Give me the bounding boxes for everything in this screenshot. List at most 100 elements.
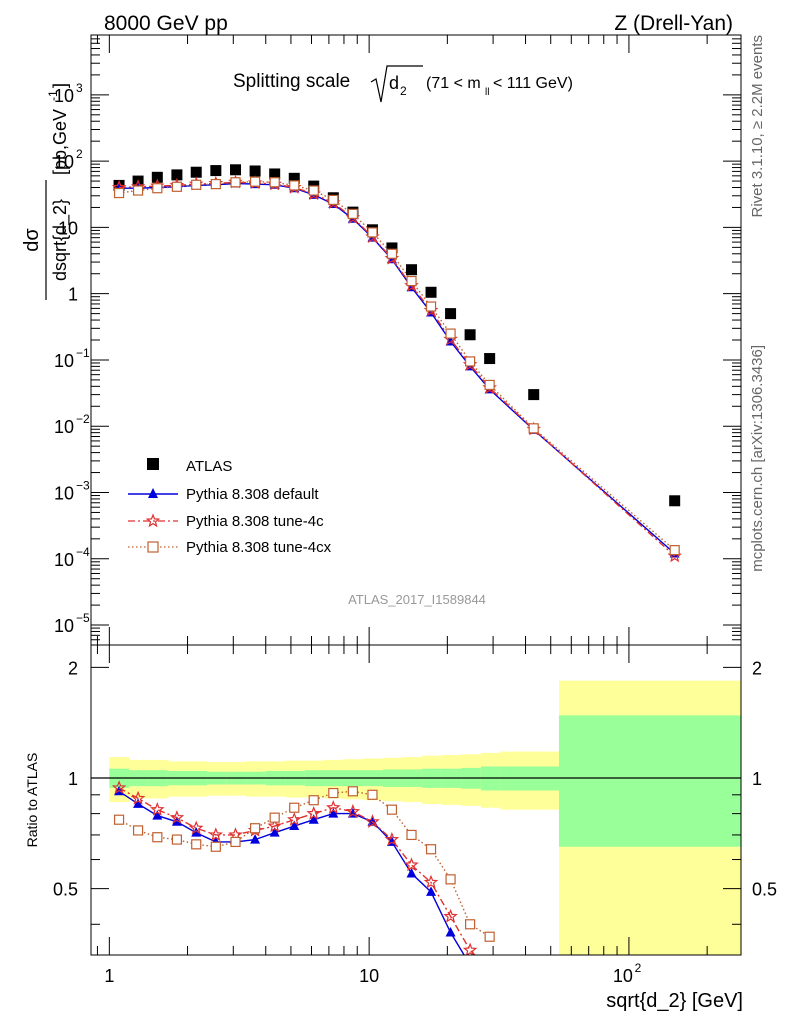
- data-point-atlas: [230, 164, 242, 176]
- series-marker-3: [347, 208, 359, 219]
- ratio-marker-2: [169, 810, 185, 824]
- ratio-marker-3: [152, 832, 163, 843]
- uncertainty-band-inner: [558, 715, 741, 847]
- ratio-marker-2: [150, 802, 165, 816]
- ratio-marker-3: [367, 789, 378, 800]
- ylabel-unit-exp: -1: [46, 90, 60, 101]
- series-marker-3: [250, 176, 261, 187]
- data-point-atlas: [445, 308, 457, 320]
- series-marker-3: [445, 328, 456, 339]
- series-marker-3: [528, 423, 539, 434]
- ratio-marker-1: [289, 820, 300, 831]
- ratio-y-tick-label-left: 0.5: [53, 880, 78, 900]
- series-marker-3: [308, 185, 319, 196]
- ratio-marker-3: [406, 829, 417, 841]
- rivet-version-label: Rivet 3.1.10, ≥ 2.2M events: [749, 35, 766, 218]
- ratio-x-axis: 1 10 10 2: [96, 645, 708, 986]
- ratio-marker-3: [132, 825, 144, 836]
- process-label: Z (Drell-Yan): [614, 12, 733, 35]
- x-tick-label: 10: [359, 966, 379, 986]
- data-point-atlas: [484, 353, 496, 365]
- ratio-marker-2: [111, 780, 127, 795]
- ratio-marker-1: [328, 808, 339, 818]
- ratio-marker-2: [365, 814, 380, 829]
- x-tick-label-exp: 2: [635, 961, 642, 975]
- series-marker-3: [191, 179, 202, 190]
- y-tick-label-base: 10: [54, 351, 74, 371]
- legend: ATLAS Pythia 8.308 default Pythia 8.308 …: [128, 458, 332, 556]
- y-tick-label-exp: 2: [76, 147, 83, 161]
- data-point-atlas: [249, 165, 261, 177]
- title-text: Splitting scale: [233, 71, 350, 92]
- series-marker-3: [484, 379, 495, 391]
- series-line-1: [119, 182, 676, 555]
- main-y-axis-title: dσ dsqrt{d_2} [pb,GeV -1 ]: [21, 83, 71, 300]
- ratio-marker-2: [384, 831, 400, 846]
- data-point-atlas: [406, 264, 418, 276]
- data-point-atlas: [464, 329, 476, 341]
- series-marker-3: [386, 248, 398, 259]
- data-point-atlas: [151, 171, 163, 183]
- ratio-marker-1: [269, 827, 280, 837]
- title-mass-range-a: (71 < m: [426, 75, 481, 92]
- y-tick-label-base: 10: [54, 152, 74, 172]
- ratio-marker-3: [386, 804, 398, 815]
- y-tick-label-base: 10: [54, 550, 74, 570]
- y-tick-label-exp: −4: [76, 545, 90, 559]
- ratio-marker-3: [171, 834, 183, 845]
- series-marker-3: [465, 356, 476, 367]
- data-point-atlas: [669, 495, 681, 507]
- legend-label-tune4c: Pythia 8.308 tune-4c: [186, 513, 324, 530]
- legend-label-tune4cx: Pythia 8.308 tune-4cx: [186, 539, 332, 556]
- ratio-marker-2: [443, 908, 458, 923]
- ratio-y-axis: 0.5 0.5 1 1 2 2: [53, 658, 777, 925]
- main-plot-area: [111, 164, 682, 563]
- mcplots-label: mcplots.cern.ch [arXiv:1306.3436]: [749, 345, 766, 572]
- ratio-y-axis-title: Ratio to ATLAS: [24, 753, 40, 848]
- data-point-atlas: [425, 286, 437, 298]
- title-d-subscript: 2: [400, 84, 407, 98]
- ratio-y-tick-label-left: 2: [68, 658, 78, 678]
- ratio-marker-2: [326, 800, 341, 814]
- ratio-marker-1: [406, 867, 417, 878]
- series-marker-3: [171, 181, 183, 192]
- ratio-marker-2: [345, 803, 361, 818]
- ratio-marker-3: [484, 931, 495, 942]
- data-point-atlas: [190, 166, 202, 178]
- ratio-marker-3: [289, 802, 300, 813]
- y-tick-label: 10: [58, 218, 78, 238]
- y-tick-label-exp: −3: [76, 479, 90, 493]
- series-marker-3: [132, 185, 144, 196]
- series-marker-3: [152, 183, 163, 194]
- data-point-atlas: [171, 169, 183, 181]
- y-tick-label-base: 10: [54, 86, 74, 106]
- ratio-marker-1: [250, 834, 261, 844]
- series-line-2: [119, 181, 676, 557]
- x-axis-title: sqrt{d_2} [GeV]: [606, 990, 743, 1012]
- ratio-marker-1: [485, 976, 495, 986]
- y-tick-label-exp: −2: [76, 412, 90, 426]
- y-tick-label-exp: −1: [76, 346, 90, 360]
- ratio-marker-3: [191, 839, 202, 850]
- title-mass-range-b: < 111 GeV): [493, 75, 573, 92]
- ratio-marker-2: [306, 805, 321, 820]
- ratio-marker-2: [267, 818, 282, 833]
- series-marker-3: [328, 194, 339, 205]
- series-marker-3: [269, 177, 280, 188]
- ratio-marker-3: [465, 919, 476, 930]
- series-marker-3: [406, 275, 417, 287]
- ratio-marker-1: [171, 816, 182, 826]
- data-point-atlas: [528, 389, 540, 401]
- y-tick-label-base: 10: [54, 616, 74, 636]
- y-tick-label-base: 10: [54, 484, 74, 504]
- data-point-atlas: [288, 172, 300, 184]
- ratio-line-2: [118, 787, 476, 955]
- series-marker-3: [210, 179, 221, 190]
- ratio-marker-1: [445, 926, 456, 937]
- ratio-line-3: [118, 790, 491, 938]
- ratio-marker-2: [423, 874, 439, 889]
- ratio-marker-2: [287, 812, 302, 826]
- main-x-ticks: [96, 35, 708, 645]
